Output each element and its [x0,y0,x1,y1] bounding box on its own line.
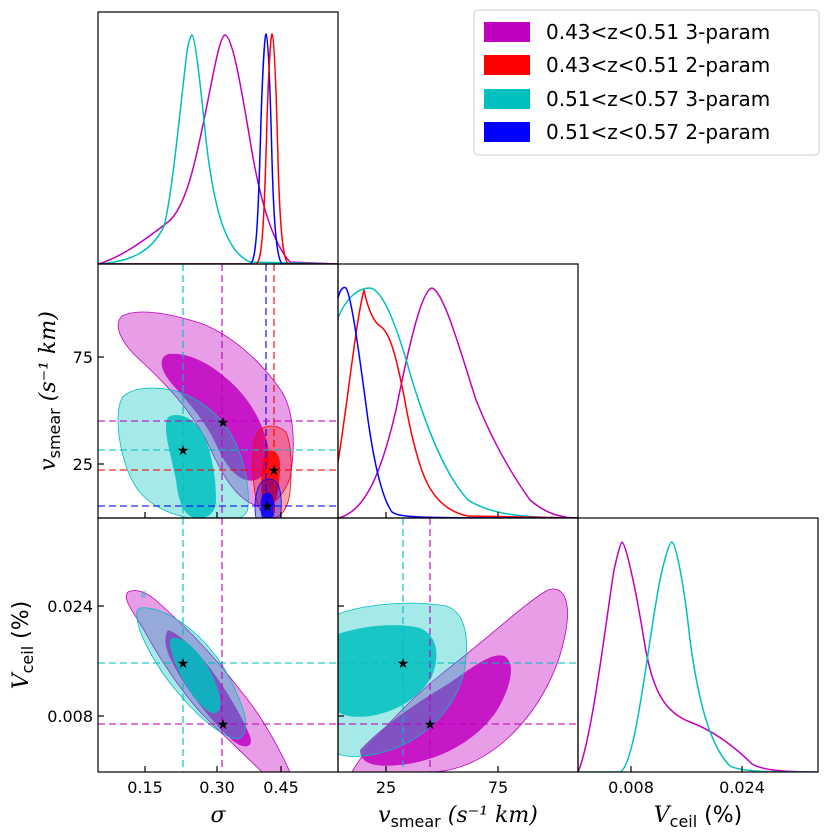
legend-swatch-1 [484,55,530,75]
xlabel-vceil: Vceil (%) [654,803,743,831]
legend-label-2: 0.51<z<0.57 3-param [546,87,770,111]
contour-magenta-3param-inner [161,353,269,481]
tick-label-vsmear-x-25: 25 [376,778,396,797]
contour-cyan-3param-vceil-dot [141,590,146,598]
tick-labels: 0.15 0.30 0.45 75 25 25 75 0.024 0.008 0… [47,348,765,797]
marginal-vsmear-red [338,289,578,518]
ylabel-vsmear-main: v [36,458,61,471]
tick-label-vceil-y-0008: 0.008 [47,707,93,726]
xlabel-vsmear-sub: smear [391,812,442,831]
tick-label-vsmear-y-75: 75 [73,348,93,367]
ylabel-vceil-sub: ceil [18,646,37,674]
xlabel-vceil-unit: (%) [697,803,742,828]
ylabel-vceil-main: V [9,671,34,689]
best-fit-lines [98,264,578,772]
contour-magenta-3param-vsv-inner [360,655,511,766]
tick-label-vsmear-x-75: 75 [488,778,508,797]
star-red-sv: ★ [268,463,281,479]
frame-vceil-marginal [577,517,819,773]
xlabel-sigma: σ [210,803,226,828]
star-cyan-sc: ★ [177,656,190,672]
star-blue-sv: ★ [261,499,274,515]
xlabel-vceil-main: V [654,803,672,828]
legend-swatch-3 [484,122,530,142]
star-magenta-sv: ★ [217,415,230,431]
star-magenta-vc: ★ [424,717,437,733]
xlabel-vceil-sub: ceil [670,812,698,831]
marginal-sigma-blue [98,32,338,264]
panel-sigma-marginal [98,32,338,264]
ylabel-vceil-unit: (%) [9,601,34,646]
panel-sigma-vsmear-contours [117,311,294,518]
legend-swatch-0 [484,22,530,42]
marginal-vsmear-cyan [338,287,578,518]
panel-vceil-marginal [578,541,818,772]
tick-label-sigma-015: 0.15 [127,778,163,797]
legend: 0.43<z<0.51 3-param 0.43<z<0.51 2-param … [473,9,820,156]
panel-vsmear-vceil-contours [338,588,568,772]
star-cyan-sv: ★ [177,443,190,459]
panel-vsmear-marginal [338,286,578,518]
ylabel-vsmear-unit: (s⁻¹ km) [36,311,61,408]
marginal-sigma-red [98,32,338,264]
panel-sigma-vceil-contours [125,590,291,772]
marginal-vceil-cyan [578,541,818,772]
marginal-vsmear-magenta [338,287,578,518]
legend-label-1: 0.43<z<0.51 2-param [546,53,770,77]
marginal-vceil-magenta [578,541,818,772]
tick-label-vceil-y-0024: 0.024 [47,597,93,616]
tick-label-vceil-x-0008: 0.008 [608,778,654,797]
star-cyan-vc: ★ [397,656,410,672]
ylabel-vsmear-sub: smear [45,408,64,459]
tick-label-sigma-030: 0.30 [199,778,235,797]
xlabel-vsmear-unit: (s⁻¹ km) [441,803,538,828]
contour-cyan-3param-inner [166,415,216,518]
marginal-vsmear-blue [338,286,578,518]
xlabel-vsmear: vsmear (s⁻¹ km) [378,803,538,831]
ylabel-vsmear: vsmear (s⁻¹ km) [36,311,64,471]
contour-cyan-3param-vsv-inner [338,625,437,717]
tick-marks [98,356,743,772]
axis-labels: σ vsmear (s⁻¹ km) Vceil (%) vsmear (s⁻¹ … [9,311,742,831]
xlabel-vsmear-main: v [378,803,391,828]
legend-swatch-2 [484,89,530,109]
marginal-sigma-cyan [98,34,338,264]
panel-frames [97,11,819,773]
tick-label-sigma-045: 0.45 [263,778,299,797]
tick-label-vceil-x-0024: 0.024 [719,778,765,797]
star-magenta-sc: ★ [217,717,230,733]
frame-sigma-vceil [97,517,339,773]
legend-label-3: 0.51<z<0.57 2-param [546,120,770,144]
ylabel-vceil: Vceil (%) [9,601,37,690]
tick-label-vsmear-y-25: 25 [73,455,93,474]
marginal-sigma-magenta [98,34,338,264]
legend-label-0: 0.43<z<0.51 3-param [546,20,770,44]
legend-frame [473,9,820,156]
best-fit-markers: ★ ★ ★ ★ ★ ★ ★ ★ [177,415,437,733]
